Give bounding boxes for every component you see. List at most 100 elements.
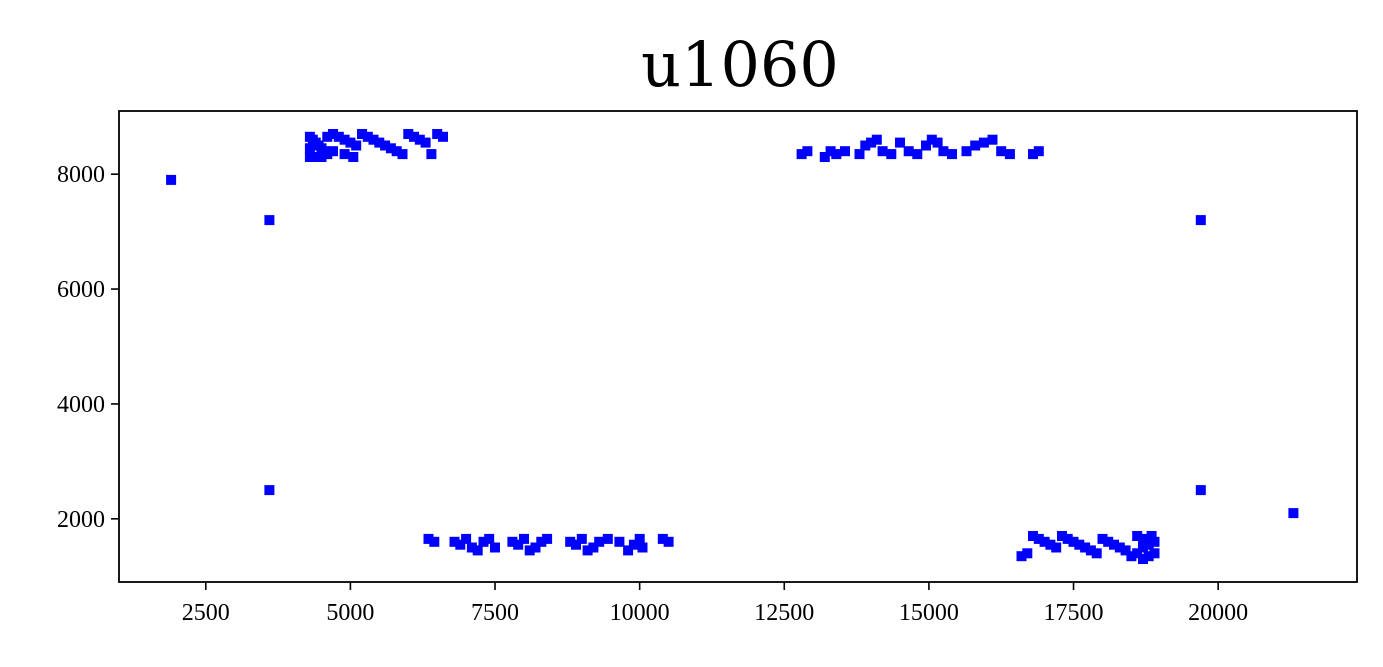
data-point xyxy=(374,137,385,148)
data-point xyxy=(1062,533,1073,544)
data-point xyxy=(987,134,998,145)
data-point xyxy=(1146,531,1157,541)
data-point xyxy=(1149,548,1160,559)
data-point xyxy=(438,131,448,142)
data-point xyxy=(542,533,553,544)
data-point xyxy=(368,134,379,145)
data-point xyxy=(1028,149,1038,160)
data-point xyxy=(1138,533,1148,544)
data-point xyxy=(348,152,359,162)
chart-title: u1060 xyxy=(641,28,839,101)
data-point xyxy=(825,146,836,157)
data-point xyxy=(536,536,547,547)
data-point xyxy=(588,542,599,553)
data-point xyxy=(1097,533,1108,544)
data-point xyxy=(871,134,882,145)
data-point xyxy=(895,137,905,148)
data-point xyxy=(484,533,495,544)
data-point xyxy=(802,146,813,157)
data-point xyxy=(397,149,408,160)
y-tick-label: 6000 xyxy=(57,277,105,303)
data-point xyxy=(637,542,648,553)
data-point xyxy=(932,137,943,148)
data-point xyxy=(565,536,576,547)
data-point xyxy=(264,215,275,226)
data-point xyxy=(1039,536,1050,547)
data-point xyxy=(409,131,419,142)
x-tick-label: 2500 xyxy=(182,600,230,626)
data-point xyxy=(1138,554,1148,564)
data-point xyxy=(912,149,923,160)
data-point xyxy=(351,140,362,151)
data-point xyxy=(345,137,356,148)
data-point xyxy=(947,149,957,160)
data-point xyxy=(854,149,865,160)
data-point xyxy=(414,134,425,145)
data-point xyxy=(339,134,350,145)
data-point xyxy=(1080,542,1091,553)
data-points xyxy=(166,129,1299,564)
data-point xyxy=(1045,539,1056,550)
data-point xyxy=(524,545,535,556)
y-axis: 2000 4000 6000 8000 xyxy=(57,162,119,533)
data-point xyxy=(970,140,981,151)
data-point xyxy=(1143,539,1154,550)
data-point xyxy=(1109,539,1119,550)
data-point xyxy=(322,131,333,142)
data-point xyxy=(1091,548,1102,559)
data-point xyxy=(926,134,937,145)
data-point xyxy=(623,545,634,556)
x-tick-label: 10000 xyxy=(610,600,670,626)
data-point xyxy=(1051,542,1062,553)
data-point xyxy=(304,152,315,162)
data-point xyxy=(1057,531,1067,541)
x-axis: 2500 5000 7500 10000 12500 15000 17500 20000 xyxy=(182,582,1248,626)
data-point xyxy=(1103,536,1114,547)
data-point xyxy=(1288,508,1299,519)
data-point xyxy=(1033,146,1044,157)
x-tick-label: 7500 xyxy=(471,600,519,626)
data-point xyxy=(316,152,327,162)
data-point xyxy=(614,536,625,547)
data-point xyxy=(328,129,338,139)
data-point xyxy=(339,149,350,160)
data-point xyxy=(328,146,338,157)
data-point xyxy=(513,539,524,550)
data-point xyxy=(1126,551,1137,562)
data-point xyxy=(961,146,972,157)
data-point xyxy=(322,149,333,160)
data-point xyxy=(472,545,483,556)
data-point xyxy=(1195,485,1206,496)
data-point xyxy=(166,174,177,185)
data-point xyxy=(628,539,639,550)
data-point xyxy=(455,539,466,550)
data-point xyxy=(1132,531,1143,541)
y-tick-label: 8000 xyxy=(57,162,105,188)
data-point xyxy=(449,536,460,547)
data-point xyxy=(594,536,605,547)
data-point xyxy=(490,542,500,553)
data-point xyxy=(333,131,344,142)
data-point xyxy=(1022,548,1033,559)
x-tick-label: 17500 xyxy=(1044,600,1104,626)
y-tick-label: 4000 xyxy=(57,392,105,418)
data-point xyxy=(432,129,443,139)
data-point xyxy=(403,129,414,139)
data-point xyxy=(461,533,472,544)
data-point xyxy=(819,152,830,162)
data-point xyxy=(420,137,431,148)
data-point xyxy=(1132,548,1143,559)
data-point xyxy=(1149,536,1160,547)
data-point xyxy=(1195,215,1206,226)
x-tick-label: 15000 xyxy=(899,600,959,626)
data-point xyxy=(866,137,877,148)
data-point xyxy=(602,533,613,544)
y-tick-label: 2000 xyxy=(57,507,105,533)
data-point xyxy=(391,146,402,157)
data-point xyxy=(357,129,367,139)
data-point xyxy=(886,149,897,160)
data-point xyxy=(877,146,888,157)
data-point xyxy=(1074,539,1085,550)
data-point xyxy=(582,545,593,556)
